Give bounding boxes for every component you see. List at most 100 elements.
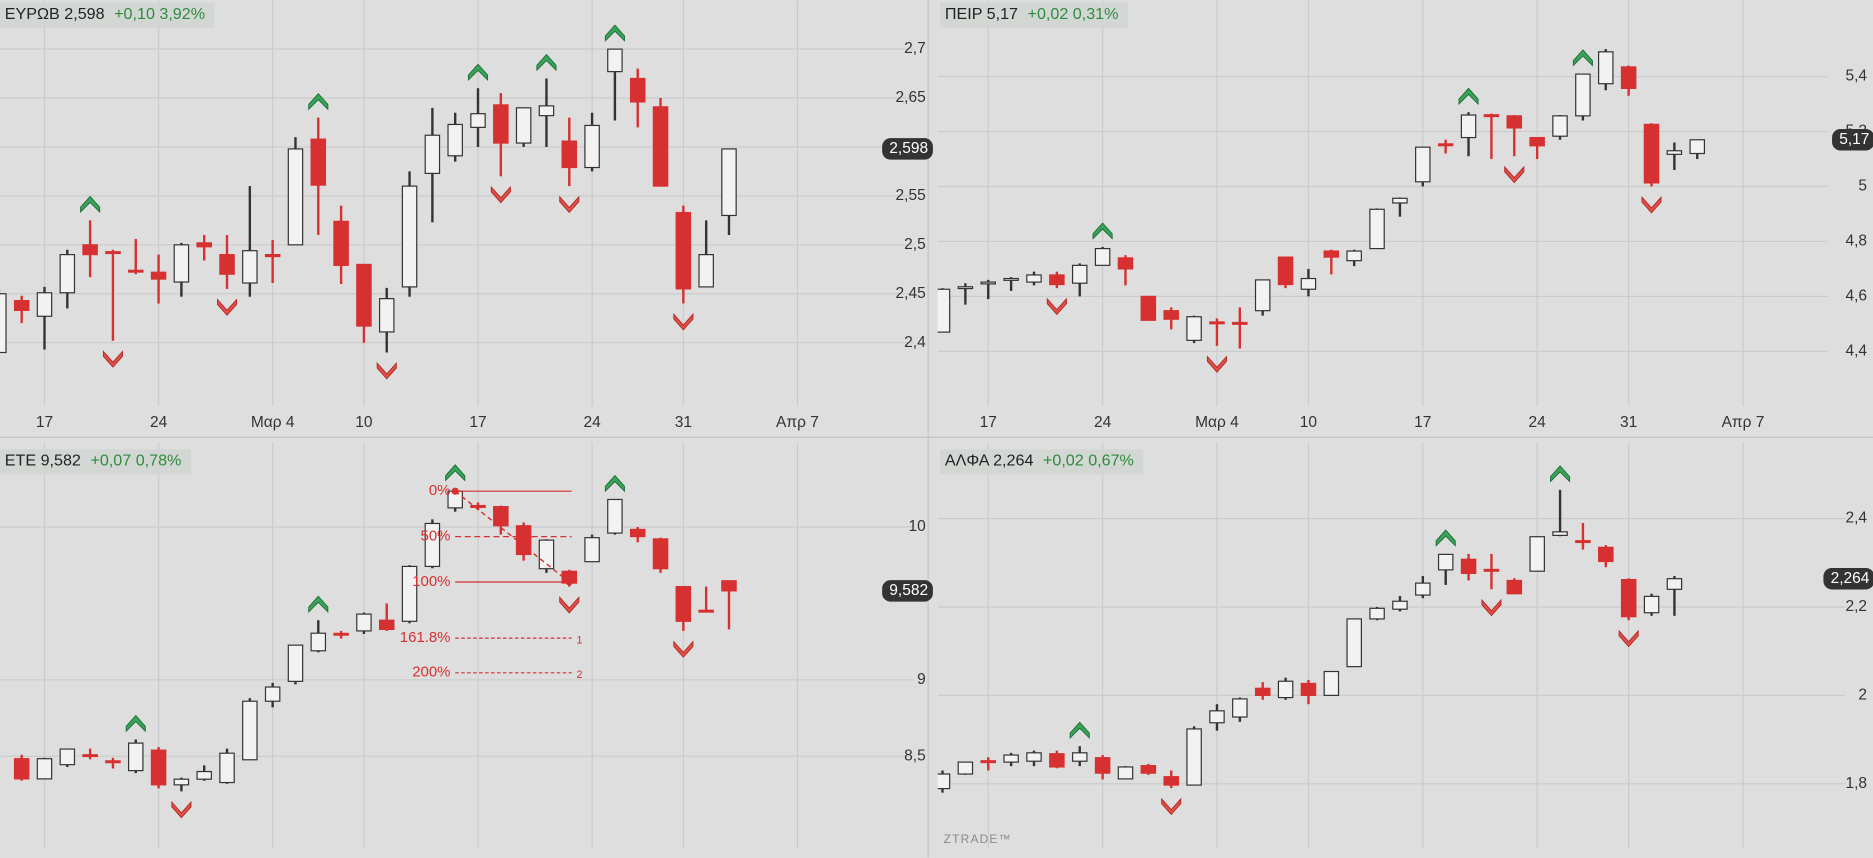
candle-body (1140, 765, 1157, 774)
x-tick-label: 24 (583, 414, 601, 431)
candle-body (447, 123, 463, 157)
candle-body (937, 288, 951, 333)
candle-body (1369, 208, 1385, 250)
last-price-label: 2,264 (1831, 570, 1870, 587)
y-tick-label: 2,65 (896, 89, 926, 106)
candle-body (356, 613, 372, 632)
candle-body (1506, 579, 1523, 595)
candle-body (1437, 143, 1454, 147)
candle-body (957, 761, 974, 775)
candle-body (310, 632, 327, 652)
candle-body (584, 537, 600, 563)
candle-body (1254, 687, 1271, 696)
candle-body (584, 124, 600, 169)
candle-body (1666, 578, 1683, 590)
candle-body (1529, 536, 1545, 572)
x-tick-label: 24 (1529, 414, 1547, 431)
candle-body (1049, 274, 1065, 286)
candle-body (937, 773, 951, 790)
sell-signal (559, 596, 580, 614)
candle-body (675, 585, 692, 622)
sell-signal (1046, 297, 1067, 316)
x-tick-label: 31 (1620, 414, 1637, 431)
candle-body (173, 244, 190, 283)
candle-body (401, 185, 418, 288)
candle-body (150, 749, 167, 786)
candle-body (1232, 698, 1248, 718)
sell-signal (490, 185, 511, 204)
buy-signal (1458, 87, 1479, 106)
buy-signal (308, 595, 329, 614)
candle-body (1598, 546, 1614, 563)
candle-body (1415, 146, 1431, 183)
y-tick-label: 2,7 (904, 40, 926, 57)
sell-signal (1641, 195, 1662, 214)
y-tick-label: 2,45 (896, 285, 926, 302)
candle-body (1437, 553, 1454, 571)
x-tick-label: 10 (1300, 414, 1318, 431)
watermark: ZTRADE™ (944, 832, 1012, 846)
candle-body (310, 138, 327, 186)
sell-signal (171, 800, 192, 819)
buy-signal (604, 24, 625, 42)
x-tick-label: 17 (1414, 414, 1431, 431)
candle-body (1049, 753, 1065, 768)
candle-body (1529, 136, 1545, 147)
candle-body (652, 106, 669, 187)
candle-body (1232, 321, 1248, 325)
y-tick-label: 5,4 (1845, 68, 1867, 85)
candle-body (378, 298, 395, 333)
candle-body (1392, 600, 1408, 610)
candle-body (1300, 277, 1317, 290)
candle-body (82, 244, 98, 256)
candle-body (1575, 540, 1591, 544)
candle-body (59, 254, 76, 294)
candle-body (1209, 321, 1225, 325)
y-tick-label: 2,4 (1845, 510, 1867, 527)
buy-signal (1435, 529, 1456, 547)
candle-body (1277, 680, 1294, 699)
fib-target: 1 (576, 634, 582, 646)
buy-signal (1092, 222, 1113, 240)
candle-body (127, 269, 144, 273)
sell-signal (673, 640, 694, 658)
candle-body (1003, 754, 1019, 763)
ticker-change: +0,02 0,67% (1043, 452, 1134, 470)
title-box (0, 449, 191, 475)
candle-body (333, 632, 349, 636)
plot-area (937, 0, 1828, 407)
sell-signal (1206, 355, 1227, 373)
candle-body (242, 250, 258, 284)
sell-signal (673, 313, 694, 331)
sell-signal (1481, 598, 1502, 617)
candle-body (538, 539, 555, 570)
plot-area (937, 442, 1846, 849)
y-tick-label: 4,8 (1845, 233, 1867, 250)
candle-body (607, 498, 623, 534)
candle-body (105, 760, 121, 764)
fib-label: 161.8% (400, 629, 451, 646)
fib-label: 50% (421, 528, 451, 545)
sell-signal (102, 350, 123, 368)
candle-body (173, 778, 190, 786)
sell-signal (216, 298, 238, 316)
candle-body (196, 770, 212, 780)
candle-body (36, 292, 53, 317)
ticker-change: +0,02 0,31% (1028, 5, 1119, 23)
fib-target: 2 (576, 669, 582, 681)
sell-signal (1618, 629, 1639, 648)
candle-body (1323, 670, 1340, 696)
last-price-badge (882, 138, 933, 160)
candle-body (629, 77, 646, 103)
candle-body (1346, 618, 1362, 668)
candle-body (1163, 310, 1179, 320)
candle-body (264, 686, 281, 702)
candle-body (1415, 582, 1431, 596)
last-price-label: 2,598 (889, 140, 928, 157)
sell-signal (1504, 165, 1525, 184)
candle-body (36, 758, 53, 780)
y-tick-label: 5 (1858, 178, 1867, 195)
candle-body (13, 758, 30, 780)
candle-body (721, 580, 737, 592)
candle-body (1552, 115, 1568, 137)
